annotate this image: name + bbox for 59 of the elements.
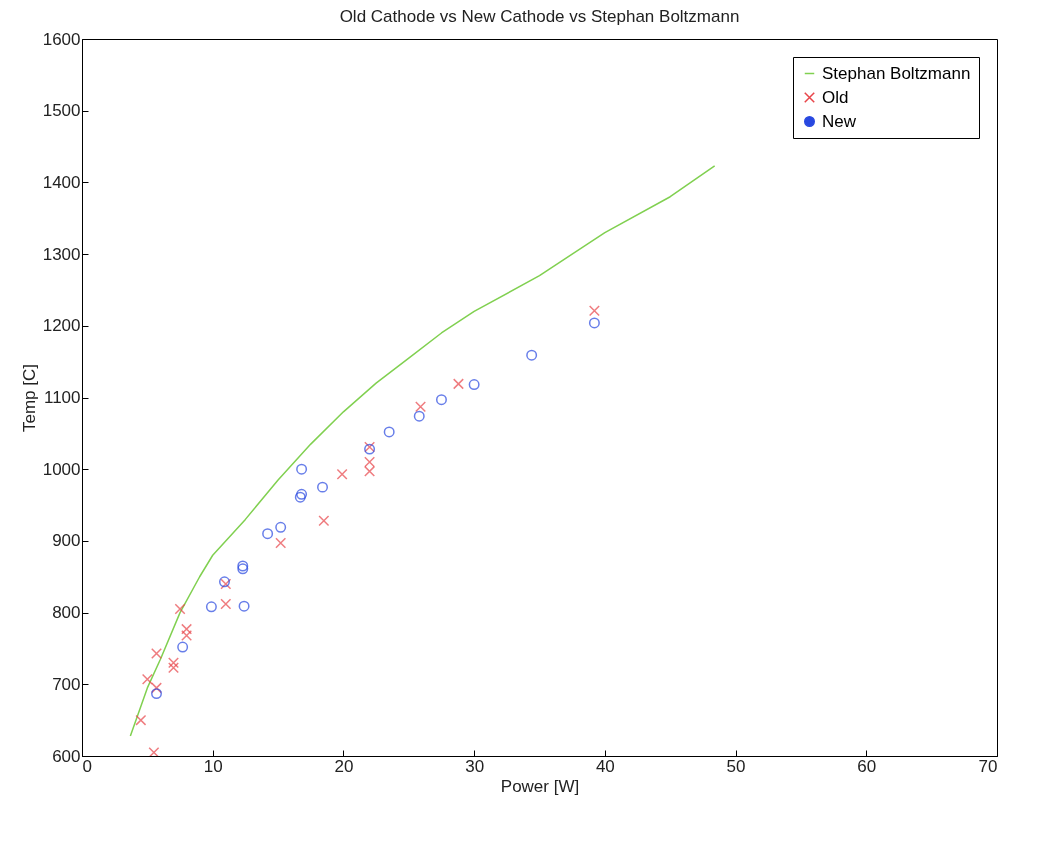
chart-title: Old Cathode vs New Cathode vs Stephan Boltzmann bbox=[339, 7, 740, 26]
y-tick-label: 900 bbox=[52, 531, 81, 551]
y-tick-label: 1100 bbox=[43, 388, 81, 407]
point bbox=[181, 623, 193, 635]
x-tick-label: 70 bbox=[978, 756, 998, 776]
point bbox=[364, 456, 376, 468]
point bbox=[262, 528, 274, 540]
y-tick-label: 1000 bbox=[42, 459, 81, 479]
point bbox=[588, 317, 600, 329]
point bbox=[336, 468, 348, 480]
x-tick-label: 40 bbox=[595, 756, 615, 776]
point bbox=[526, 349, 538, 361]
point bbox=[135, 714, 147, 726]
point bbox=[141, 673, 153, 685]
point bbox=[415, 401, 427, 413]
point bbox=[435, 394, 447, 406]
point bbox=[468, 379, 480, 391]
x-axis-title: Power [W] bbox=[500, 776, 580, 796]
y-axis-title: Temp [C] bbox=[19, 363, 39, 433]
point bbox=[275, 537, 287, 549]
y-tick-label: 1400 bbox=[42, 172, 81, 192]
y-tick-label: 1200 bbox=[42, 316, 81, 336]
point bbox=[151, 647, 162, 659]
y-tick-label: 700 bbox=[52, 674, 81, 694]
point bbox=[588, 305, 600, 317]
legend-label: Stephan Boltzmann bbox=[822, 63, 971, 83]
x-tick-label: 0 bbox=[82, 756, 92, 776]
legend-label: Old bbox=[822, 87, 849, 107]
point bbox=[181, 630, 193, 642]
y-tick-label: 1300 bbox=[42, 244, 81, 264]
x-tick-label: 60 bbox=[857, 756, 877, 776]
point bbox=[275, 521, 287, 533]
point bbox=[177, 641, 189, 653]
point bbox=[168, 657, 179, 669]
x-tick-label: 50 bbox=[726, 756, 746, 776]
point bbox=[220, 598, 232, 610]
y-tick-label: 800 bbox=[52, 603, 81, 623]
x-tick-label: 10 bbox=[203, 756, 223, 776]
point bbox=[168, 662, 179, 674]
y-tick-label: 600 bbox=[52, 746, 81, 766]
point bbox=[452, 378, 464, 390]
y-tick-label: 1600 bbox=[42, 29, 81, 49]
legend-label: New bbox=[822, 111, 857, 131]
point bbox=[148, 746, 160, 756]
point bbox=[151, 688, 162, 700]
point bbox=[364, 465, 376, 477]
point bbox=[174, 603, 186, 615]
point bbox=[317, 481, 329, 493]
point bbox=[296, 463, 308, 475]
x-tick-label: 30 bbox=[465, 756, 485, 776]
line-series bbox=[129, 165, 716, 737]
y-tick-label: 1500 bbox=[42, 101, 81, 121]
point bbox=[205, 601, 217, 613]
point bbox=[151, 682, 162, 694]
x-tick-label: 20 bbox=[334, 756, 354, 776]
point bbox=[238, 600, 250, 612]
point bbox=[413, 410, 425, 422]
point bbox=[383, 426, 395, 438]
point bbox=[318, 515, 330, 527]
